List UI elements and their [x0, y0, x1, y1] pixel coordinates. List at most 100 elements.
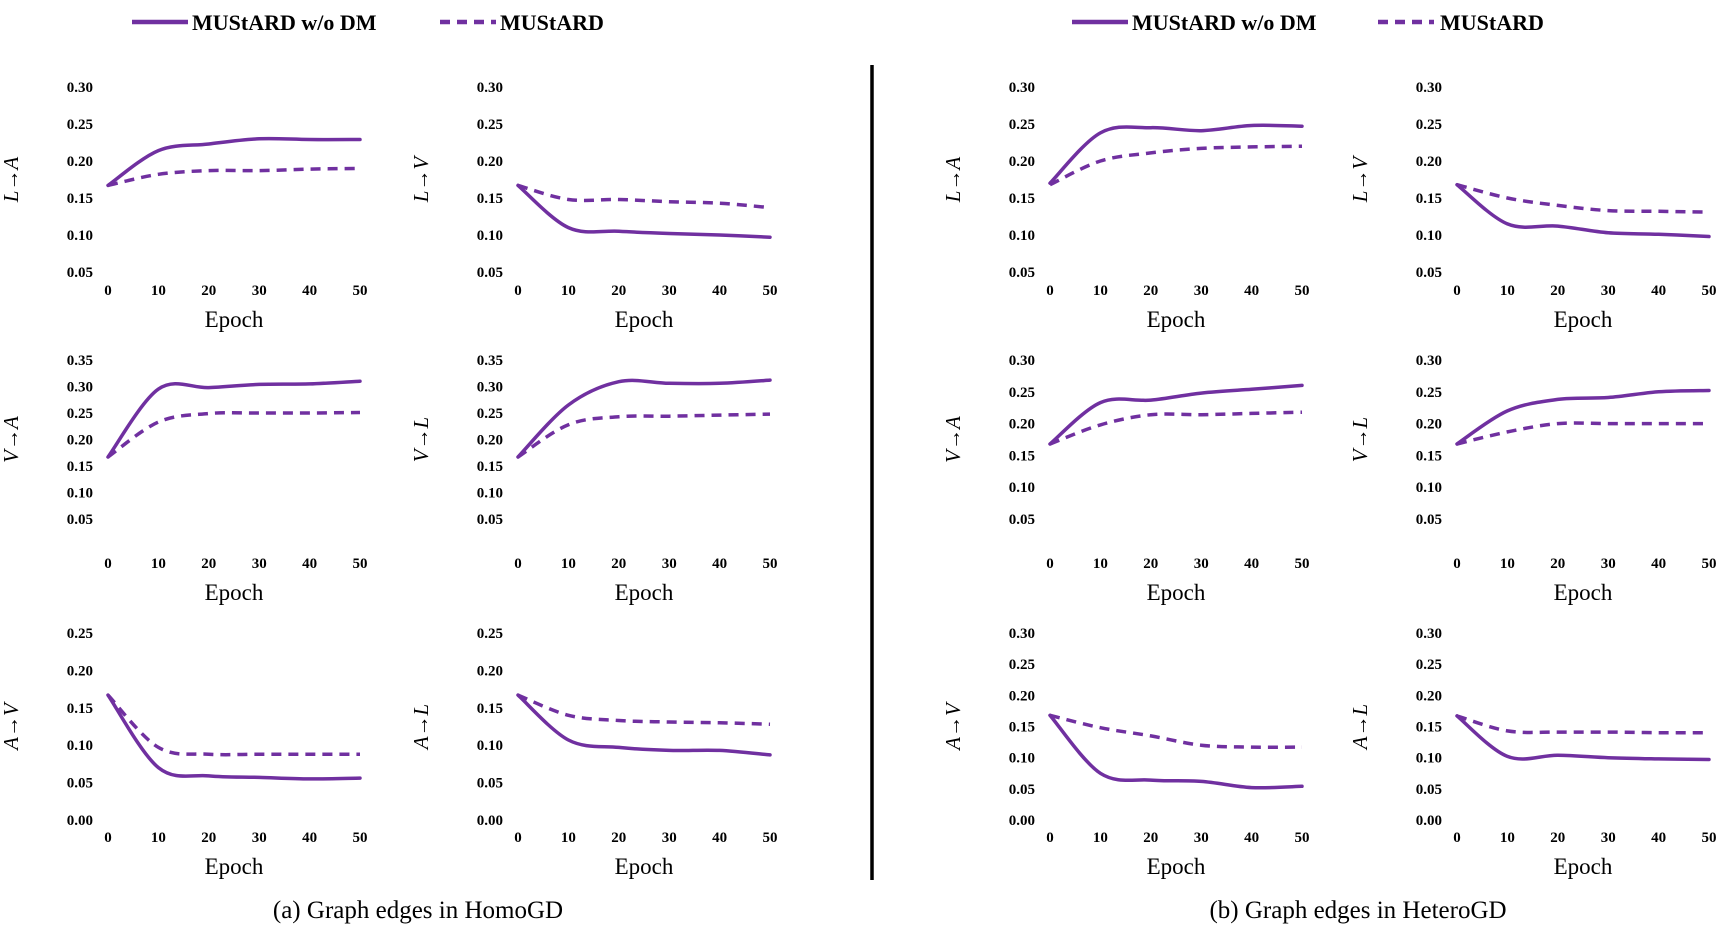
y-tick-label: 0.05 — [477, 265, 503, 281]
x-tick-label: 30 — [1601, 830, 1616, 846]
x-tick-label: 40 — [1651, 830, 1666, 846]
x-tick-label: 0 — [1453, 830, 1461, 846]
x-tick-label: 30 — [662, 830, 677, 846]
y-tick-label: 0.25 — [477, 406, 503, 422]
x-tick-label: 50 — [1295, 283, 1310, 299]
x-tick-label: 50 — [1702, 283, 1717, 299]
y-tick-label: 0.15 — [67, 191, 93, 207]
x-tick-label: 0 — [1453, 283, 1461, 299]
x-tick-label: 0 — [1453, 556, 1461, 572]
y-tick-label: 0.05 — [67, 512, 93, 528]
y-tick-label: 0.15 — [477, 191, 503, 207]
y-tick-label: 0.10 — [67, 486, 93, 502]
y-tick-label: 0.05 — [67, 265, 93, 281]
x-tick-label: 40 — [1651, 283, 1666, 299]
x-tick-label: 50 — [1295, 830, 1310, 846]
x-tick-label: 20 — [1550, 830, 1565, 846]
y-tick-label: 0.25 — [1416, 657, 1442, 673]
x-tick-label: 10 — [151, 830, 166, 846]
x-tick-label: 30 — [662, 283, 677, 299]
series-line-mustard — [106, 410, 361, 459]
y-tick-label: 0.00 — [477, 813, 503, 829]
x-axis-label: Epoch — [1147, 854, 1206, 879]
series-line-mustard — [517, 412, 771, 459]
y-tick-label: 0.30 — [67, 80, 93, 96]
x-tick-label: 20 — [1143, 283, 1158, 299]
y-tick-label: 0.05 — [67, 776, 93, 792]
series-line-mustard — [517, 183, 771, 210]
series-line-mustard — [107, 166, 361, 188]
x-tick-label: 10 — [1093, 830, 1108, 846]
x-tick-label: 30 — [1194, 556, 1209, 572]
x-tick-label: 50 — [353, 283, 368, 299]
x-tick-label: 40 — [302, 830, 317, 846]
legend-b-solid-label: MUStARD w/o DM — [1132, 10, 1317, 35]
y-tick-label: 0.30 — [1009, 80, 1035, 96]
series-line-mustard-wo-dm — [1455, 388, 1711, 446]
series-line-mustard-wo-dm — [106, 136, 362, 188]
subplot-a-5: 0.05 0.10 0.15 0.20 0.25 0.30 0.35 0 10 20 30 40 50 E… — [0, 353, 368, 605]
x-tick-label: 0 — [514, 830, 522, 846]
series-line-mustard-wo-dm — [516, 183, 772, 239]
y-tick-label: 0.30 — [477, 380, 503, 396]
series-line-mustard-wo-dm — [516, 378, 772, 459]
y-tick-label: 0.30 — [67, 380, 93, 396]
series-line-mustard — [1456, 714, 1710, 735]
y-tick-label: 0.25 — [1009, 657, 1035, 673]
x-tick-label: 0 — [1046, 556, 1054, 572]
x-tick-label: 30 — [1194, 283, 1209, 299]
y-tick-label: 0.20 — [1416, 154, 1442, 170]
y-axis-label: V→A — [0, 416, 23, 463]
subplot-b-7: 0.05 0.10 0.15 0.20 0.25 0.30 0 10 20 30 40 50 Epoch… — [941, 353, 1310, 605]
y-tick-label: 0.10 — [67, 228, 93, 244]
series-line-mustard — [1049, 144, 1303, 187]
x-axis-label: Epoch — [1147, 307, 1206, 332]
x-axis-label: Epoch — [1554, 307, 1613, 332]
x-tick-label: 30 — [252, 283, 267, 299]
x-tick-label: 40 — [1244, 830, 1259, 846]
y-tick-label: 0.30 — [1416, 626, 1442, 642]
subplot-b-8: 0.05 0.10 0.15 0.20 0.25 0.30 0 10 20 30 40 50 Epoch… — [1348, 353, 1717, 605]
y-axis-label: V→L — [1348, 417, 1372, 463]
subplot-b-11: 0.00 0.05 0.10 0.15 0.20 0.25 0.30 0 10 20 30 40 50 E… — [941, 626, 1310, 879]
series-line-mustard — [517, 693, 771, 727]
y-tick-label: 0.15 — [1416, 448, 1442, 464]
x-tick-label: 0 — [104, 556, 112, 572]
x-tick-label: 10 — [1093, 283, 1108, 299]
y-tick-label: 0.25 — [477, 117, 503, 133]
x-tick-label: 10 — [151, 556, 166, 572]
y-tick-label: 0.20 — [67, 433, 93, 449]
x-tick-label: 20 — [201, 556, 216, 572]
x-tick-label: 30 — [1194, 830, 1209, 846]
series-line-mustard — [1049, 713, 1303, 749]
y-tick-label: 0.05 — [1009, 782, 1035, 798]
x-tick-label: 30 — [252, 556, 267, 572]
y-tick-label: 0.05 — [1416, 782, 1442, 798]
y-tick-label: 0.25 — [67, 117, 93, 133]
y-tick-label: 0.15 — [1416, 191, 1442, 207]
y-axis-label: L→A — [941, 157, 965, 204]
legend-a-solid-label: MUStARD w/o DM — [192, 10, 377, 35]
x-tick-label: 0 — [104, 283, 112, 299]
legend-b-dashed-label: MUStARD — [1440, 10, 1544, 35]
y-axis-label: V→A — [941, 416, 965, 463]
subplot-a-1: 0.05 0.10 0.15 0.20 0.25 0.30 0 10 20 30 40 50 Epoch… — [0, 80, 368, 332]
series-line-mustard-wo-dm — [1048, 123, 1304, 185]
x-tick-label: 50 — [763, 830, 778, 846]
y-tick-label: 0.05 — [477, 776, 503, 792]
x-tick-label: 20 — [1143, 556, 1158, 572]
y-tick-label: 0.15 — [1416, 720, 1442, 736]
x-tick-label: 10 — [1093, 556, 1108, 572]
series-line-mustard-wo-dm — [1455, 714, 1711, 762]
y-tick-label: 0.05 — [1416, 512, 1442, 528]
legend-a-dashed-label: MUStARD — [500, 10, 604, 35]
x-axis-label: Epoch — [1554, 854, 1613, 879]
x-tick-label: 30 — [662, 556, 677, 572]
x-tick-label: 10 — [561, 283, 576, 299]
y-tick-label: 0.10 — [1416, 751, 1442, 767]
x-tick-label: 10 — [561, 830, 576, 846]
x-axis-label: Epoch — [615, 580, 674, 605]
x-tick-label: 20 — [611, 283, 626, 299]
x-tick-label: 10 — [1500, 830, 1515, 846]
